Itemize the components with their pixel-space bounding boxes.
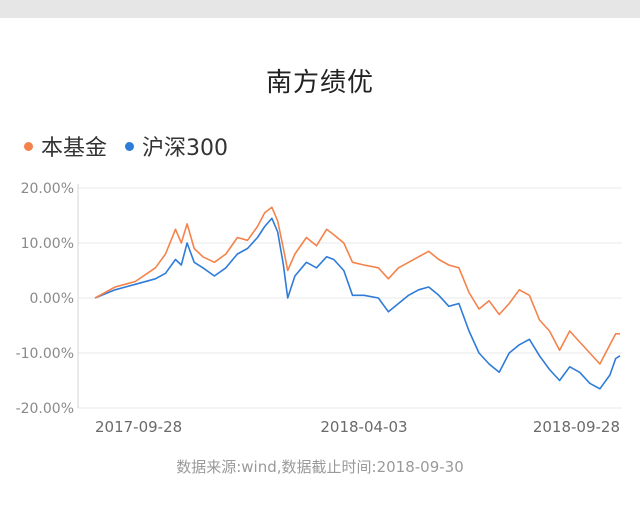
top-strip [0, 0, 640, 18]
legend-dot-fund [24, 141, 33, 151]
legend-item-index: 沪深300 [125, 130, 228, 162]
line-chart: 20.00% 10.00% 0.00% -10.00% -20.00% 2017-09-2… [16, 181, 622, 436]
legend-dot-index [125, 141, 135, 151]
legend-label-fund: 本基金 [41, 136, 108, 161]
x-tick-label: 2017-09-28 [95, 418, 182, 436]
legend-label-index: 沪深300 [142, 136, 229, 161]
y-tick-label: 0.00% [30, 291, 74, 307]
y-tick-label: 20.00% [21, 181, 74, 197]
series-line-index [94, 217, 621, 390]
x-tick-label: 2018-04-03 [320, 418, 407, 436]
chart-title: 南方绩优 [265, 68, 374, 98]
data-source-note: 数据来源:wind,数据截止时间:2018-09-30 [176, 458, 464, 476]
y-tick-label: -10.00% [16, 346, 74, 362]
chart-legend: 本基金 沪深300 [24, 130, 228, 162]
y-tick-label: 10.00% [21, 236, 74, 252]
y-tick-label: -20.00% [16, 401, 74, 417]
legend-item-fund: 本基金 [24, 130, 107, 162]
x-tick-label: 2018-09-28 [533, 418, 620, 436]
series-line-fund [94, 206, 620, 365]
